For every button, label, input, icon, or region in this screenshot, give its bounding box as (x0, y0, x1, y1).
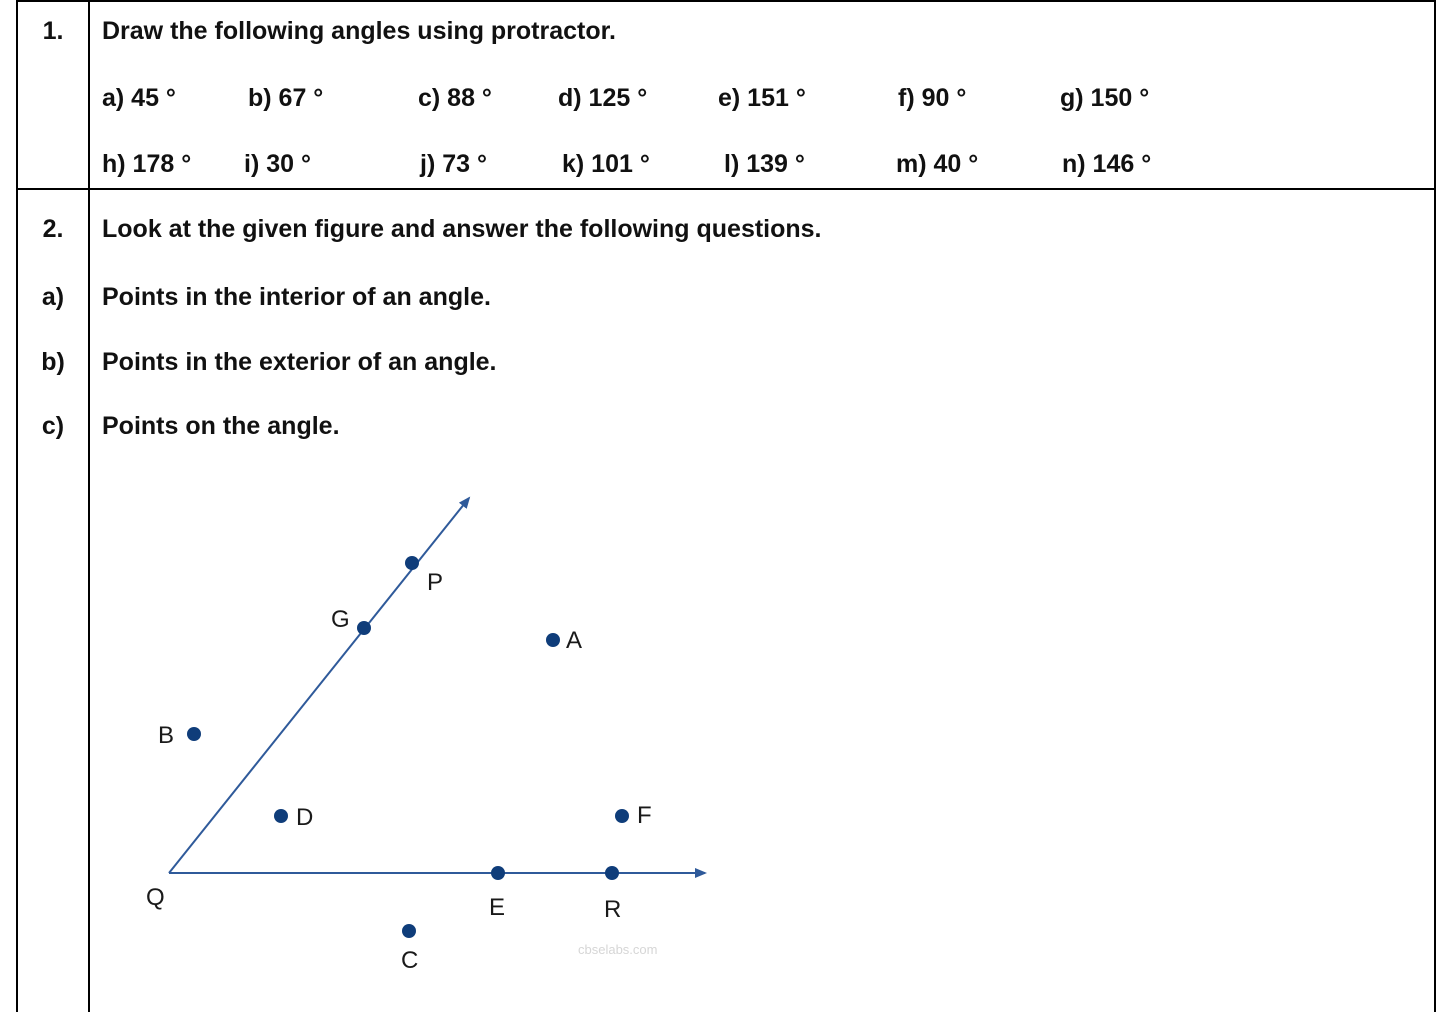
angle-item: n) 146 ° (1062, 150, 1152, 178)
watermark: cbselabs.com (578, 942, 657, 957)
part-label: c) (41, 412, 65, 440)
column-divider (88, 2, 90, 1012)
part-text: Points in the exterior of an angle. (102, 348, 497, 376)
point-e (491, 866, 505, 880)
label-f: F (637, 802, 652, 829)
point-r (605, 866, 619, 880)
angle-item: l) 139 ° (724, 150, 805, 178)
point-f (615, 809, 629, 823)
label-g: G (331, 606, 350, 633)
label-a: A (566, 627, 582, 654)
row-divider (18, 188, 1434, 190)
question-2-number: 2. (42, 215, 64, 243)
label-r: R (604, 896, 621, 923)
label-d: D (296, 804, 313, 831)
angle-item: f) 90 ° (898, 84, 967, 112)
point-a (546, 633, 560, 647)
point-b (187, 727, 201, 741)
angle-item: m) 40 ° (896, 150, 979, 178)
point-p (405, 556, 419, 570)
worksheet-table: 1. Draw the following angles using protr… (16, 0, 1436, 1012)
angle-item: g) 150 ° (1060, 84, 1150, 112)
part-text: Points on the angle. (102, 412, 340, 440)
angle-item: a) 45 ° (102, 84, 176, 112)
label-c: C (401, 947, 418, 974)
angle-item: b) 67 ° (248, 84, 324, 112)
label-b: B (158, 722, 174, 749)
angle-item: h) 178 ° (102, 150, 192, 178)
part-text: Points in the interior of an angle. (102, 283, 491, 311)
question-2-instruction: Look at the given figure and answer the … (102, 215, 822, 243)
angle-item: k) 101 ° (562, 150, 650, 178)
label-e: E (489, 894, 505, 921)
ray-qp (168, 496, 471, 874)
question-1-number: 1. (42, 17, 64, 45)
point-g (357, 621, 371, 635)
angle-item: e) 151 ° (718, 84, 806, 112)
part-label: b) (41, 348, 65, 376)
angle-item: d) 125 ° (558, 84, 648, 112)
angle-item: i) 30 ° (244, 150, 311, 178)
part-label: a) (41, 283, 65, 311)
angle-item: j) 73 ° (420, 150, 487, 178)
question-1-instruction: Draw the following angles using protract… (102, 17, 616, 45)
point-c (402, 924, 416, 938)
label-q: Q (146, 884, 165, 911)
label-p: P (427, 569, 443, 596)
point-d (274, 809, 288, 823)
angle-item: c) 88 ° (418, 84, 492, 112)
